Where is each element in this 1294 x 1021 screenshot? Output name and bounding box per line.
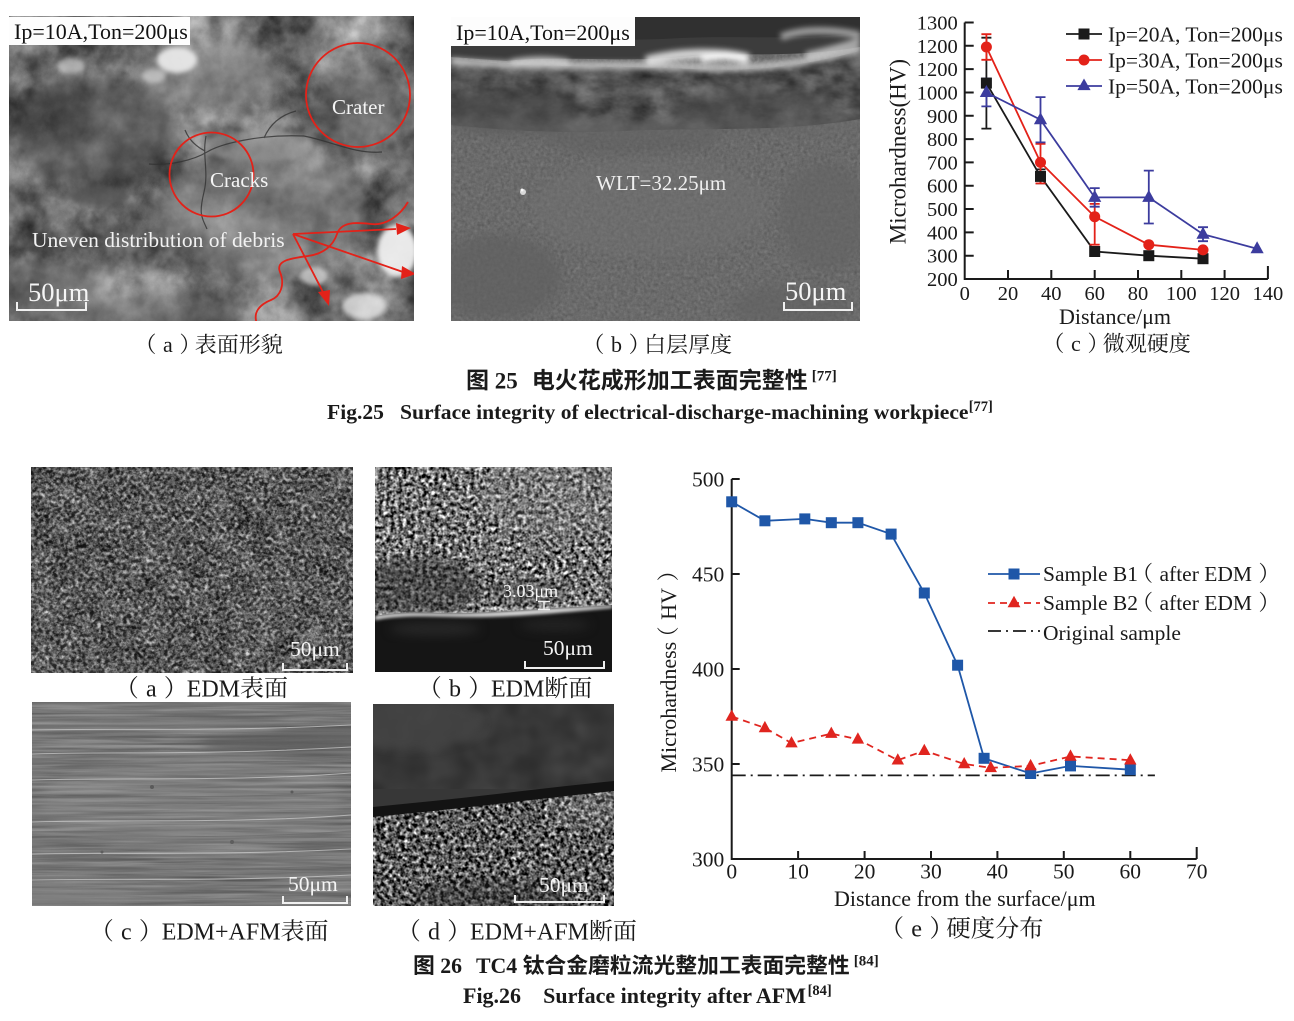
svg-text:600: 600 bbox=[927, 176, 958, 198]
svg-text:20: 20 bbox=[854, 860, 876, 884]
svg-text:Ip=20A, Ton=200μs: Ip=20A, Ton=200μs bbox=[1108, 23, 1283, 47]
svg-text:40: 40 bbox=[1041, 283, 1062, 305]
svg-text:EDM: EDM bbox=[491, 676, 544, 702]
svg-text:Fig.26: Fig.26 bbox=[463, 983, 521, 1008]
svg-text:800: 800 bbox=[927, 129, 958, 151]
svg-text:Microhardness: Microhardness bbox=[656, 641, 681, 772]
svg-text:Sample B2: Sample B2 bbox=[1043, 591, 1138, 615]
svg-text:c: c bbox=[1071, 331, 1081, 356]
svg-text:1300: 1300 bbox=[917, 13, 958, 35]
svg-text:Surface integrity after AFM: Surface integrity after AFM bbox=[543, 983, 806, 1008]
svg-text:[77]: [77] bbox=[969, 398, 993, 414]
svg-text:d: d bbox=[428, 919, 440, 945]
svg-text:Distance from the surface/μm: Distance from the surface/μm bbox=[834, 886, 1096, 911]
svg-text:50μm: 50μm bbox=[539, 873, 589, 897]
svg-text:Sample B1: Sample B1 bbox=[1043, 562, 1138, 586]
svg-text:WLT=32.25μm: WLT=32.25μm bbox=[596, 171, 726, 195]
svg-text:[84]: [84] bbox=[807, 983, 831, 999]
svg-text:TC4: TC4 bbox=[476, 954, 523, 978]
svg-text:EDM+AFM: EDM+AFM bbox=[470, 919, 589, 945]
svg-text:Ip=10A,Ton=200μs: Ip=10A,Ton=200μs bbox=[14, 19, 188, 44]
svg-text:b: b bbox=[611, 332, 622, 357]
svg-text:40: 40 bbox=[987, 860, 1009, 884]
svg-text:Uneven distribution of debris: Uneven distribution of debris bbox=[32, 228, 285, 252]
svg-text:50μm: 50μm bbox=[288, 872, 338, 896]
svg-text:20: 20 bbox=[998, 283, 1019, 305]
svg-text:0: 0 bbox=[726, 860, 737, 884]
svg-text:e: e bbox=[911, 916, 922, 943]
svg-text:120: 120 bbox=[1209, 283, 1240, 305]
svg-text:100: 100 bbox=[1166, 283, 1197, 305]
svg-text:a: a bbox=[163, 332, 173, 357]
svg-text:1000: 1000 bbox=[917, 83, 958, 105]
svg-text:50μm: 50μm bbox=[785, 276, 847, 306]
svg-text:700: 700 bbox=[927, 152, 958, 174]
svg-text:Surface integrity of electrica: Surface integrity of electrical-discharg… bbox=[400, 399, 969, 423]
svg-text:300: 300 bbox=[692, 848, 724, 872]
svg-text:HV: HV bbox=[656, 588, 681, 620]
svg-text:10: 10 bbox=[787, 860, 809, 884]
svg-text:900: 900 bbox=[927, 106, 958, 128]
svg-text:Cracks: Cracks bbox=[210, 168, 268, 192]
svg-text:after EDM: after EDM bbox=[1160, 562, 1253, 586]
svg-text:400: 400 bbox=[927, 222, 958, 244]
svg-text:Ip=10A,Ton=200μs: Ip=10A,Ton=200μs bbox=[456, 20, 630, 45]
svg-text:50μm: 50μm bbox=[290, 637, 340, 661]
svg-text:c: c bbox=[121, 919, 132, 945]
svg-text:500: 500 bbox=[927, 199, 958, 221]
svg-text:30: 30 bbox=[920, 860, 942, 884]
svg-text:70: 70 bbox=[1186, 860, 1208, 884]
svg-text:200: 200 bbox=[927, 269, 958, 291]
svg-text:60: 60 bbox=[1120, 860, 1142, 884]
svg-text:140: 140 bbox=[1253, 283, 1284, 305]
svg-text:1200: 1200 bbox=[917, 36, 958, 58]
svg-text:Ip=50A, Ton=200μs: Ip=50A, Ton=200μs bbox=[1108, 75, 1283, 99]
svg-text:EDM: EDM bbox=[186, 676, 239, 702]
svg-text:after EDM: after EDM bbox=[1160, 591, 1253, 615]
svg-text:26: 26 bbox=[435, 954, 462, 978]
svg-text:50: 50 bbox=[1053, 860, 1075, 884]
svg-text:450: 450 bbox=[692, 563, 724, 587]
svg-text:350: 350 bbox=[692, 753, 724, 777]
svg-text:3.03μm: 3.03μm bbox=[503, 581, 558, 601]
svg-text:80: 80 bbox=[1128, 283, 1149, 305]
svg-text:Fig.25: Fig.25 bbox=[327, 399, 384, 423]
svg-text:0: 0 bbox=[960, 283, 970, 305]
svg-text:b: b bbox=[449, 676, 461, 702]
svg-text:50μm: 50μm bbox=[543, 636, 593, 660]
svg-text:300: 300 bbox=[927, 246, 958, 268]
svg-text:Crater: Crater bbox=[332, 95, 384, 119]
svg-text:a: a bbox=[146, 676, 157, 702]
svg-text:Ip=30A, Ton=200μs: Ip=30A, Ton=200μs bbox=[1108, 49, 1283, 73]
svg-text:[77]: [77] bbox=[811, 368, 836, 384]
svg-text:500: 500 bbox=[692, 468, 724, 492]
svg-text:400: 400 bbox=[692, 658, 724, 682]
svg-text:EDM+AFM: EDM+AFM bbox=[162, 919, 281, 945]
svg-text:1200: 1200 bbox=[917, 59, 958, 81]
svg-text:[84]: [84] bbox=[854, 954, 879, 970]
svg-text:Distance/μm: Distance/μm bbox=[1059, 304, 1171, 329]
svg-text:50μm: 50μm bbox=[28, 277, 90, 307]
svg-text:25: 25 bbox=[489, 368, 518, 393]
svg-text:60: 60 bbox=[1084, 283, 1105, 305]
svg-text:Microhardness(HV): Microhardness(HV) bbox=[886, 59, 911, 244]
